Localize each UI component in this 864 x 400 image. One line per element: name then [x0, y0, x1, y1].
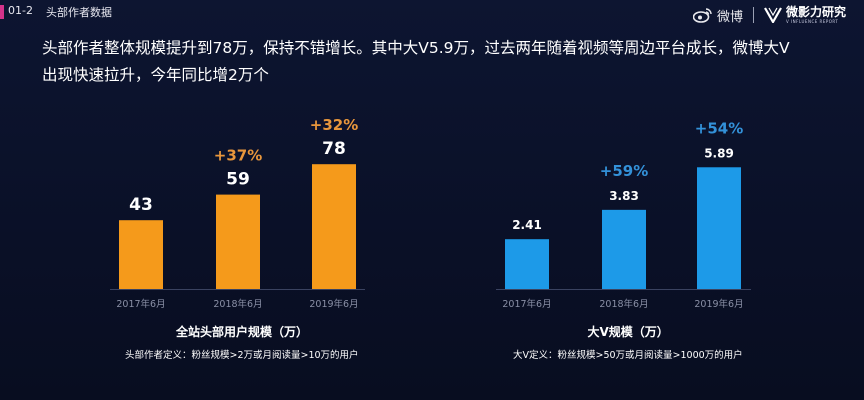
headline-text: 头部作者整体规模提升到78万，保持不错增长。其中大V5.9万，过去两年随着视频等… — [42, 39, 790, 84]
x-tick-label-head-users-1: 2018年6月 — [213, 298, 262, 310]
section-number: 01-2 — [8, 4, 33, 17]
growth-label-head-users-2: +32% — [310, 116, 358, 134]
bar-head-users-1 — [216, 194, 260, 289]
section-marker — [0, 5, 4, 19]
section-title: 头部作者数据 — [46, 6, 112, 19]
bar-head-users-2 — [312, 164, 356, 289]
weibo-logo: 微博 — [692, 6, 743, 25]
brand-divider — [752, 7, 754, 23]
data-label-big-v-0: 2.41 — [512, 218, 542, 232]
data-label-head-users-2: 78 — [322, 139, 346, 159]
chart-title-head-users: 全站头部用户规模（万） — [176, 325, 309, 339]
x-tick-label-big-v-2: 2019年6月 — [694, 298, 743, 310]
data-label-head-users-1: 59 — [226, 170, 250, 190]
brand-logos: 微博 微影力研究 V INFLUENCE REPORT — [692, 4, 846, 26]
weibo-icon — [692, 8, 712, 23]
growth-label-big-v-2: +54% — [695, 119, 743, 137]
bar-big-v-0 — [505, 239, 549, 289]
bar-head-users-0 — [119, 220, 163, 289]
data-label-head-users-0: 43 — [129, 195, 153, 215]
chart-title-big-v: 大V规模（万） — [587, 325, 669, 339]
v-logo-title: 微影力研究 — [785, 5, 846, 19]
x-tick-label-big-v-1: 2018年6月 — [599, 298, 648, 310]
header-bar: 01-2 头部作者数据 微博 微影力研究 V INFLUENCE REPORT — [0, 0, 864, 26]
bar-big-v-2 — [697, 167, 741, 289]
growth-label-big-v-1: +59% — [600, 162, 648, 180]
v-influence-logo: 微影力研究 V INFLUENCE REPORT — [764, 6, 846, 24]
footnote-head-author-definition: 头部作者定义：粉丝规模>2万或月阅读量>10万的用户 — [125, 350, 359, 361]
bar-big-v-1 — [602, 209, 646, 289]
x-tick-label-big-v-0: 2017年6月 — [502, 298, 551, 310]
x-tick-label-head-users-0: 2017年6月 — [116, 298, 165, 310]
v-logo-subtitle: V INFLUENCE REPORT — [785, 19, 839, 24]
footnote-big-v-definition: 大V定义：粉丝规模>50万或月阅读量>1000万的用户 — [513, 350, 743, 361]
v-logo-icon — [764, 7, 782, 23]
weibo-logo-text: 微博 — [716, 9, 743, 25]
growth-label-head-users-1: +37% — [214, 147, 262, 165]
data-label-big-v-1: 3.83 — [609, 189, 639, 203]
data-label-big-v-2: 5.89 — [704, 146, 734, 160]
x-tick-label-head-users-2: 2019年6月 — [309, 298, 358, 310]
